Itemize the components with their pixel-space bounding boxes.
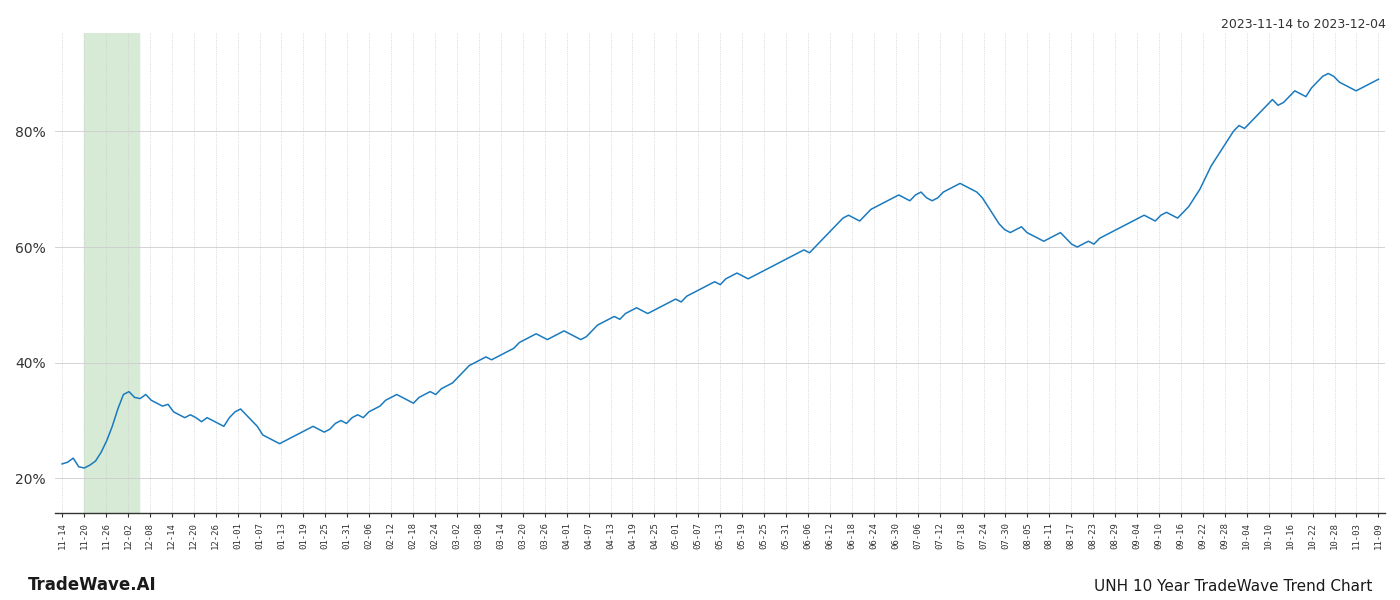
Text: UNH 10 Year TradeWave Trend Chart: UNH 10 Year TradeWave Trend Chart (1093, 579, 1372, 594)
Text: 2023-11-14 to 2023-12-04: 2023-11-14 to 2023-12-04 (1221, 18, 1386, 31)
Text: TradeWave.AI: TradeWave.AI (28, 576, 157, 594)
Bar (84, 33, 139, 513)
